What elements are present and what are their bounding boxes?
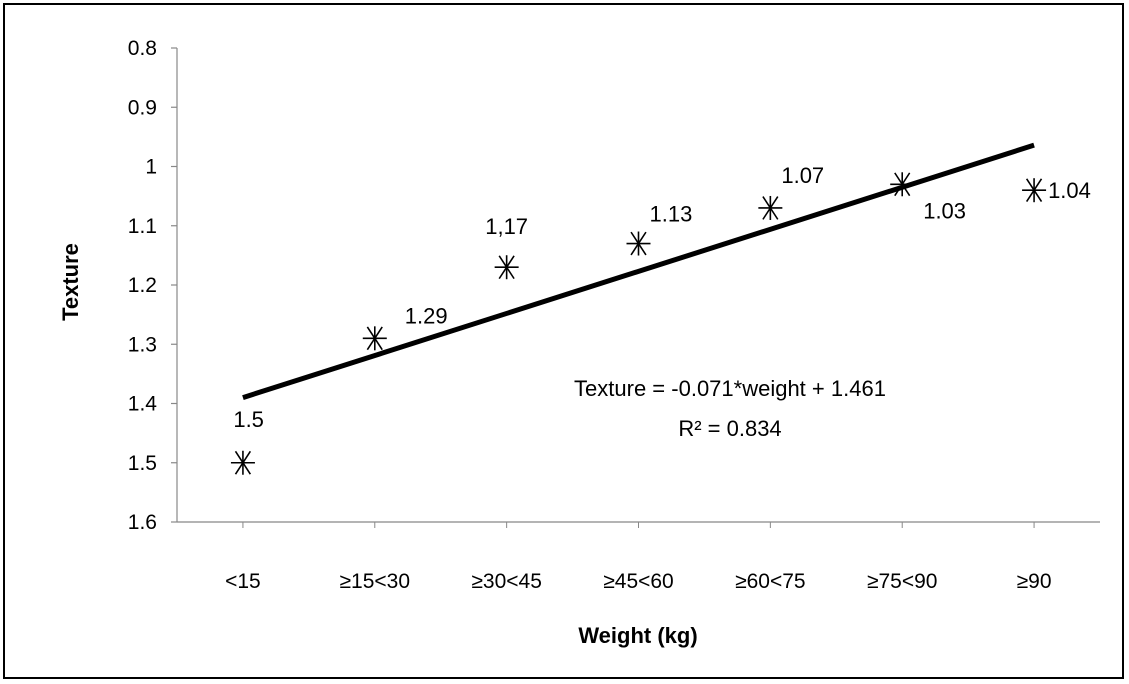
data-point-marker (626, 231, 651, 256)
trendline (242, 142, 1035, 400)
data-label: 1,17 (485, 214, 528, 239)
x-tick-label: ≥90 (1017, 570, 1052, 593)
x-tick-label: ≥45<60 (603, 570, 674, 593)
y-axis-title: Texture (58, 243, 83, 321)
data-points (230, 172, 1047, 475)
y-tick-labels: 0.8 0.9 1 1.1 1.2 1.3 1.4 1.5 1.6 (128, 37, 158, 534)
trendline-r-squared: R² = 0.834 (678, 416, 781, 441)
x-tick-label: ≥15<30 (340, 570, 411, 593)
data-point-marker (230, 450, 255, 475)
y-tick-label: 0.9 (128, 96, 157, 119)
data-point-marker (1022, 178, 1047, 203)
data-label: 1.29 (405, 303, 448, 328)
axes (171, 47, 1100, 528)
y-tick-label: 1.1 (128, 215, 157, 238)
data-point-marker (362, 326, 387, 351)
y-tick-label: 1 (145, 156, 157, 179)
y-tick-label: 1.2 (128, 274, 157, 297)
data-point-marker (890, 172, 915, 197)
y-tick-label: 1.4 (128, 393, 158, 416)
data-label: 1.5 (233, 407, 264, 432)
y-tick-label: 1.5 (128, 452, 157, 475)
data-labels: 1.5 1.29 1,17 1.13 1.07 1.03 1.04 (233, 163, 1091, 432)
data-label: 1.07 (781, 163, 824, 188)
x-tick-label: ≥60<75 (735, 570, 806, 593)
data-label: 1.13 (650, 202, 693, 227)
trendline-equation: Texture = -0.071*weight + 1.461 (574, 376, 886, 401)
chart-frame (3, 3, 1124, 679)
data-point-marker (494, 255, 519, 280)
y-tick-label: 1.3 (128, 333, 157, 356)
x-tick-labels: <15 ≥15<30 ≥30<45 ≥45<60 ≥60<75 ≥75<90 ≥90 (225, 570, 1051, 593)
x-tick-label: ≥75<90 (867, 570, 938, 593)
data-label: 1.03 (923, 198, 966, 223)
x-tick-label: ≥30<45 (471, 570, 542, 593)
x-tick-label: <15 (225, 570, 261, 593)
y-tick-label: 1.6 (128, 511, 157, 534)
data-point-marker (758, 195, 783, 220)
y-tick-label: 0.8 (128, 37, 157, 60)
x-axis-title: Weight (kg) (578, 623, 697, 648)
data-label: 1.04 (1048, 178, 1091, 203)
